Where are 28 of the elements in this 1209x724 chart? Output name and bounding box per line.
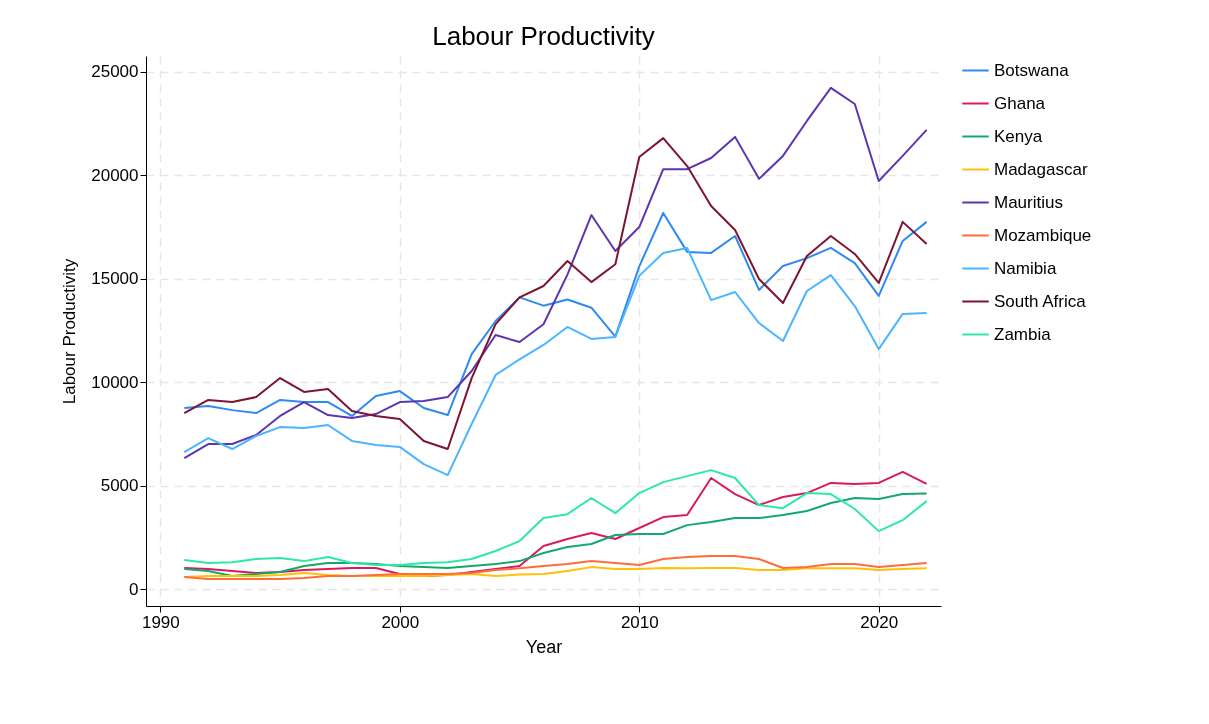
x-axis-title: Year (525, 636, 563, 657)
x-tick-label: 2010 (620, 612, 659, 632)
chart-title: Labour Productivity (432, 21, 655, 51)
x-tick-label: 2000 (381, 612, 420, 632)
legend-label: Botswana (994, 60, 1070, 80)
x-tick-label: 2020 (860, 612, 899, 632)
y-tick-label: 10000 (91, 372, 139, 392)
legend-label: Ghana (994, 93, 1046, 113)
y-tick-label: 25000 (91, 62, 139, 82)
legend-label: Mozambique (994, 225, 1092, 245)
legend-label: Madagascar (994, 159, 1088, 179)
y-axis-title: Labour Productivity (60, 258, 80, 405)
line-series (183, 86, 928, 460)
y-tick-label: 15000 (91, 269, 139, 289)
line-series (183, 137, 928, 451)
legend-label: South Africa (994, 291, 1087, 311)
x-tick-label: 1990 (141, 612, 180, 632)
line-series (183, 212, 928, 417)
y-tick-label: 5000 (100, 476, 139, 496)
legend-label: Zambia (994, 324, 1052, 344)
legend-label: Kenya (994, 126, 1043, 146)
legend-label: Namibia (994, 258, 1057, 278)
line-series (183, 246, 928, 477)
line-series (183, 554, 928, 581)
legend-label: Mauritius (994, 192, 1063, 212)
y-tick-label: 20000 (91, 165, 139, 185)
y-tick-label: 0 (129, 579, 139, 599)
line-series (183, 492, 928, 578)
